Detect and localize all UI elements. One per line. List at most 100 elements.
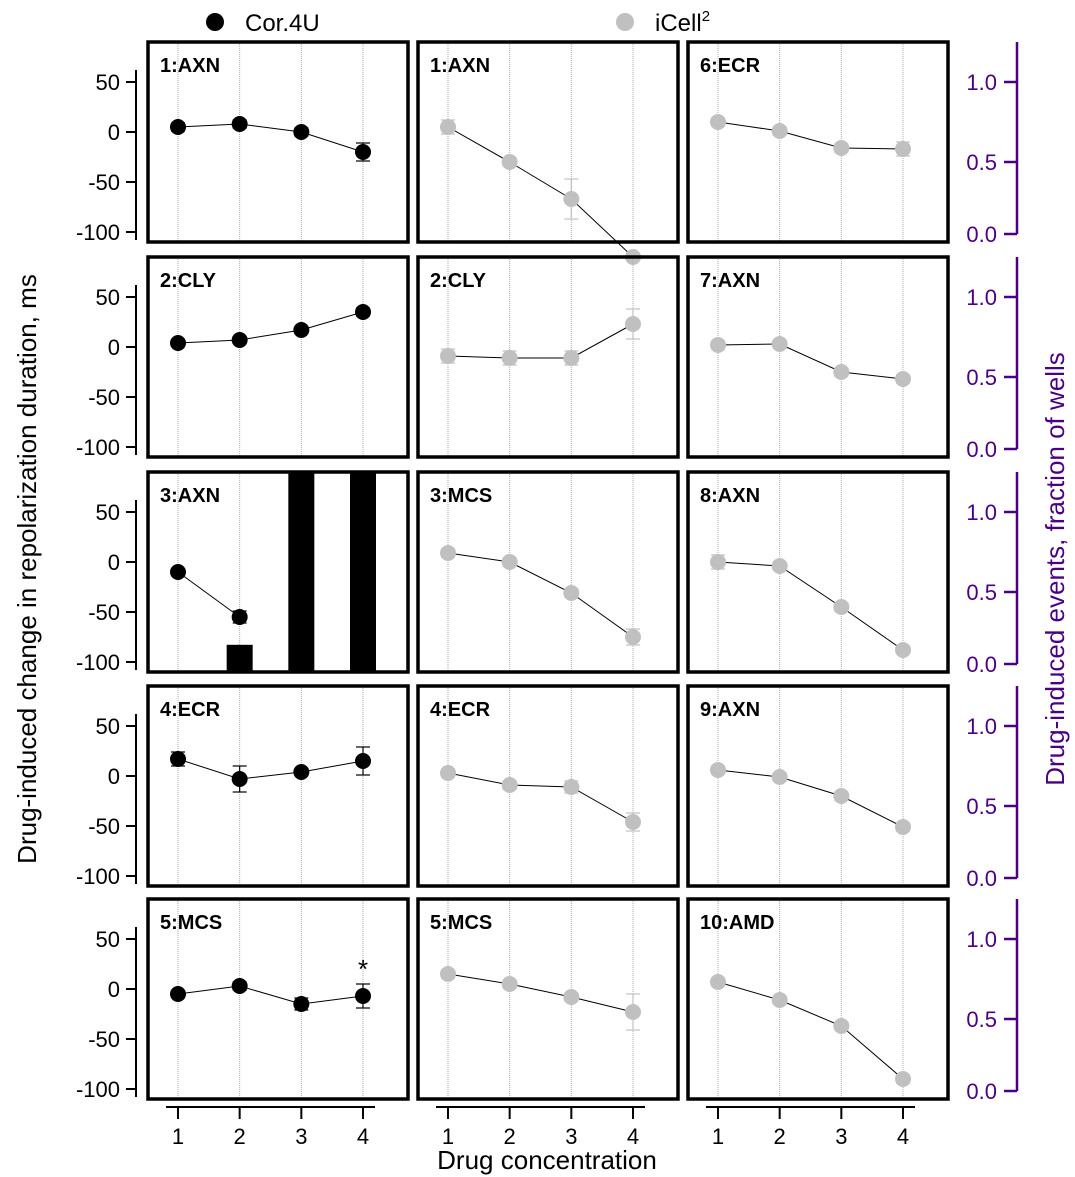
data-point bbox=[833, 599, 850, 615]
data-point bbox=[625, 1004, 641, 1020]
panel-label: 8:AXN bbox=[700, 485, 760, 507]
panel-label: 1:AXN bbox=[430, 55, 490, 77]
y-tick-label-left: -100 bbox=[76, 650, 120, 675]
panel-label: 2:CLY bbox=[430, 270, 487, 292]
y-tick-label-left: 0 bbox=[108, 335, 120, 360]
panel-label: 3:MCS bbox=[430, 485, 492, 507]
y-tick-label-right: 1.0 bbox=[966, 714, 997, 739]
data-point bbox=[710, 114, 726, 130]
panel-frame bbox=[416, 40, 680, 244]
data-point bbox=[710, 337, 726, 353]
x-tick-label: 2 bbox=[504, 1124, 516, 1149]
data-point bbox=[895, 141, 911, 157]
data-point bbox=[440, 348, 456, 364]
legend-label-cor4u: Cor.4U bbox=[245, 10, 320, 37]
significance-star: * bbox=[358, 954, 368, 984]
series-line bbox=[177, 758, 364, 780]
data-point bbox=[293, 322, 310, 338]
y-tick-label-right: 0.5 bbox=[966, 365, 997, 390]
data-point bbox=[501, 554, 518, 570]
panel-label: 9:AXN bbox=[700, 699, 760, 721]
data-point bbox=[501, 976, 518, 992]
panel-label: 4:ECR bbox=[430, 699, 491, 721]
y-tick-label-left: -50 bbox=[88, 1027, 120, 1052]
panel-12: 9:AXN bbox=[686, 684, 950, 888]
legend-label-icell-main: iCell bbox=[655, 10, 702, 37]
data-point bbox=[625, 629, 641, 645]
x-tick-label: 4 bbox=[627, 1124, 639, 1149]
data-point bbox=[170, 986, 186, 1002]
panel-label: 4:ECR bbox=[160, 699, 221, 721]
data-point bbox=[833, 140, 850, 156]
y-axis-right-row-1: 1.0 0.5 0.0 bbox=[966, 42, 1019, 247]
series-line bbox=[717, 121, 904, 150]
data-point bbox=[231, 116, 248, 132]
data-point bbox=[355, 753, 371, 769]
data-point bbox=[170, 335, 186, 351]
data-point bbox=[231, 978, 248, 994]
series-line bbox=[717, 769, 904, 828]
panel-label: 6:ECR bbox=[700, 55, 761, 77]
x-axis-title: Drug concentration bbox=[437, 1145, 657, 1175]
y-tick-label-left: 0 bbox=[108, 120, 120, 145]
y-axis-left-row-3: 50 0 -50 -100 bbox=[76, 500, 137, 675]
panel-5: 2:CLY bbox=[416, 255, 680, 459]
y-tick-label-right: 0.5 bbox=[966, 580, 997, 605]
y-axis-left-row-4: 50 0 -50 -100 bbox=[76, 714, 137, 889]
panel-frame bbox=[146, 255, 410, 459]
x-axis-col-2: 1 2 3 4 bbox=[436, 1106, 645, 1149]
y-tick-label-left: -50 bbox=[88, 385, 120, 410]
legend-marker-icell bbox=[616, 13, 634, 31]
x-tick-label: 1 bbox=[712, 1124, 724, 1149]
data-point bbox=[293, 764, 310, 780]
y-tick-label-left: -50 bbox=[88, 600, 120, 625]
y-tick-label-right: 0.0 bbox=[966, 866, 997, 891]
panel-15: 10:AMD bbox=[686, 897, 950, 1101]
panel-4: 2:CLY bbox=[146, 255, 410, 459]
data-point bbox=[170, 119, 186, 135]
data-point bbox=[833, 364, 850, 380]
panel-11: 4:ECR bbox=[416, 684, 680, 888]
data-point bbox=[170, 751, 186, 767]
panel-8: 3:MCS bbox=[416, 470, 680, 674]
data-point bbox=[440, 966, 456, 982]
y-tick-label-left: 50 bbox=[96, 285, 120, 310]
panel-label: 10:AMD bbox=[700, 912, 774, 934]
series-line bbox=[177, 311, 364, 344]
x-tick-label: 3 bbox=[835, 1124, 847, 1149]
y-tick-label-left: 50 bbox=[96, 500, 120, 525]
x-tick-label: 1 bbox=[172, 1124, 184, 1149]
legend-label-icell: iCell2 bbox=[655, 8, 710, 37]
series-line bbox=[177, 123, 364, 153]
panel-label: 5:MCS bbox=[430, 912, 492, 934]
data-point bbox=[710, 974, 726, 990]
axes: 50 0 -50 -100 50 0 -50 -100 50 0 -50 -100 50 0 -50 -100… bbox=[76, 42, 1019, 1149]
panel-10: 4:ECR bbox=[146, 684, 410, 888]
y-tick-label-left: 50 bbox=[96, 70, 120, 95]
y-tick-label-right: 0.0 bbox=[966, 1079, 997, 1104]
x-tick-label: 4 bbox=[897, 1124, 909, 1149]
x-tick-label: 3 bbox=[295, 1124, 307, 1149]
x-tick-label: 4 bbox=[357, 1124, 369, 1149]
panel-frame bbox=[686, 897, 950, 1101]
y-axis-left-row-1: 50 0 -50 -100 bbox=[76, 70, 137, 245]
y-tick-label-right: 0.5 bbox=[966, 150, 997, 175]
y-axis-right-row-5: 1.0 0.5 0.0 bbox=[966, 899, 1019, 1104]
panel-frame bbox=[416, 897, 680, 1101]
series-line bbox=[717, 343, 904, 380]
data-point bbox=[710, 554, 726, 570]
data-point bbox=[231, 609, 248, 625]
panel-2: 1:AXN bbox=[416, 40, 680, 265]
bar bbox=[350, 472, 376, 672]
y-tick-label-right: 1.0 bbox=[966, 927, 997, 952]
panels: 1:AXN 1:AXN 6:ECR 2:CLY 2:CLY 7:AXN 3:AXN 3:MCS… bbox=[146, 40, 950, 1101]
x-axis-col-3: 1 2 3 4 bbox=[706, 1106, 915, 1149]
panel-frame bbox=[686, 255, 950, 459]
x-tick-label: 2 bbox=[234, 1124, 246, 1149]
data-point bbox=[231, 332, 248, 348]
data-point bbox=[440, 119, 456, 135]
y-axis-left-title: Drug-induced change in repolarization du… bbox=[12, 274, 42, 864]
panel-frame bbox=[146, 40, 410, 244]
data-point bbox=[771, 558, 788, 574]
